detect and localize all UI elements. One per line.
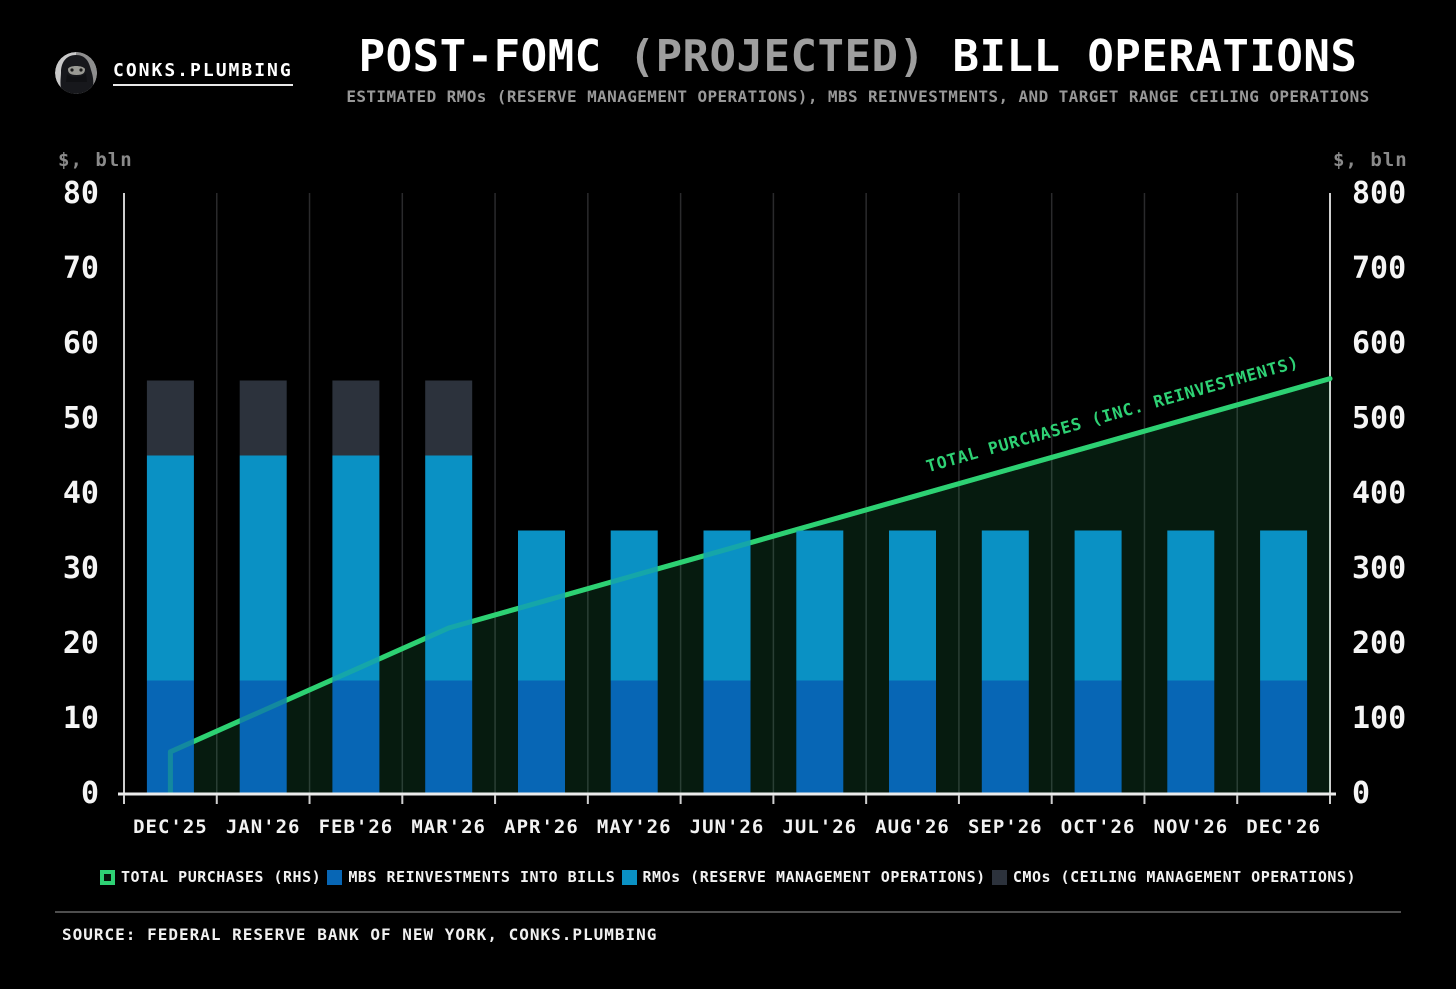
month-label: MAY'26	[597, 816, 672, 838]
bar-segment-series0	[332, 680, 380, 793]
month-label: JUN'26	[690, 816, 765, 838]
bar-segment-series1	[425, 455, 473, 681]
y-tick-label-right: 600	[1352, 326, 1406, 361]
legend-square-icon	[621, 869, 637, 885]
bar-segment-series1	[1260, 530, 1308, 681]
bar-segment-series2	[332, 380, 380, 456]
bar-segment-series1	[239, 455, 287, 681]
legend-label: MBS REINVESTMENTS INTO BILLS	[348, 868, 616, 886]
brand-link[interactable]: CONKS.PLUMBING	[113, 60, 293, 86]
bar-segment-series1	[703, 530, 751, 681]
y-tick-label-left: 0	[81, 776, 99, 811]
bar-segment-series2	[146, 380, 194, 456]
bar-segment-series0	[1260, 680, 1308, 793]
bar-segment-series0	[1074, 680, 1122, 793]
y-tick-label-left: 70	[63, 251, 99, 286]
month-label: OCT'26	[1061, 816, 1136, 838]
y-tick-label-right: 0	[1352, 776, 1370, 811]
bar-segment-series0	[889, 680, 936, 793]
month-label: MAR'26	[411, 816, 486, 838]
bar-segment-series1	[332, 455, 380, 681]
y-tick-label-left: 20	[63, 626, 99, 661]
legend-label: RMOs (RESERVE MANAGEMENT OPERATIONS)	[642, 868, 986, 886]
legend-item-cmos: CMOs (CEILING MANAGEMENT OPERATIONS)	[991, 868, 1356, 886]
bar-segment-series2	[425, 380, 473, 456]
bar-segment-series0	[425, 680, 473, 793]
bar-segment-series2	[239, 380, 287, 456]
month-label: SEP'26	[968, 816, 1043, 838]
bar-segment-series0	[1167, 680, 1215, 793]
legend-square-icon	[327, 869, 343, 885]
bar-segment-series0	[518, 680, 565, 793]
bar-segment-series0	[796, 680, 844, 793]
bar-segment-series0	[610, 680, 658, 793]
y-tick-label-left: 10	[63, 701, 99, 736]
legend-label: TOTAL PURCHASES (RHS)	[121, 868, 322, 886]
avatar	[55, 52, 97, 94]
footer-divider	[55, 911, 1401, 913]
y-tick-label-right: 800	[1352, 176, 1406, 211]
bar-segment-series1	[1074, 530, 1122, 681]
left-axis-title: $, bln	[58, 149, 133, 171]
month-label: AUG'26	[875, 816, 950, 838]
y-tick-label-right: 500	[1352, 401, 1406, 436]
bar-segment-series1	[796, 530, 844, 681]
legend-line-marker-icon	[100, 869, 115, 885]
y-tick-label-right: 200	[1352, 626, 1406, 661]
source-note: SOURCE: FEDERAL RESERVE BANK OF NEW YORK…	[62, 925, 658, 944]
y-tick-label-left: 80	[63, 176, 99, 211]
y-tick-label-right: 100	[1352, 701, 1406, 736]
page-title: POST-FOMC (PROJECTED) BILL OPERATIONS	[300, 31, 1416, 82]
bar-segment-series1	[146, 455, 194, 681]
page-subtitle: ESTIMATED RMOs (RESERVE MANAGEMENT OPERA…	[346, 87, 1370, 107]
title-right: BILL OPERATIONS	[925, 31, 1358, 82]
bar-segment-series1	[1167, 530, 1215, 681]
title-left: POST-FOMC	[358, 31, 629, 82]
month-label: FEB'26	[319, 816, 394, 838]
bar-segment-series1	[610, 530, 658, 681]
bar-segment-series0	[981, 680, 1029, 793]
bar-segment-series0	[239, 680, 287, 793]
bar-segment-series1	[889, 530, 936, 681]
total-purchases-line-overlay	[167, 376, 1333, 796]
month-label: JAN'26	[226, 816, 301, 838]
month-label: DEC'25	[133, 816, 208, 838]
legend: TOTAL PURCHASES (RHS) MBS REINVESTMENTS …	[100, 864, 1356, 890]
y-tick-label-left: 60	[63, 326, 99, 361]
right-axis-title: $, bln	[1333, 149, 1408, 171]
month-label: DEC'26	[1246, 816, 1321, 838]
y-tick-label-left: 30	[63, 551, 99, 586]
legend-item-rmos: RMOs (RESERVE MANAGEMENT OPERATIONS)	[621, 868, 986, 886]
y-tick-label-right: 400	[1352, 476, 1406, 511]
avatar-image	[55, 52, 97, 94]
legend-label: CMOs (CEILING MANAGEMENT OPERATIONS)	[1012, 868, 1356, 886]
y-tick-label-left: 50	[63, 401, 99, 436]
y-tick-label-right: 300	[1352, 551, 1406, 586]
bar-segment-series1	[518, 530, 565, 681]
y-tick-label-left: 40	[63, 476, 99, 511]
brand: CONKS.PLUMBING	[55, 52, 293, 94]
bar-segment-series1	[981, 530, 1029, 681]
month-label: APR'26	[504, 816, 579, 838]
title-block: POST-FOMC (PROJECTED) BILL OPERATIONS ES…	[300, 31, 1416, 107]
bar-segment-series0	[146, 680, 194, 793]
month-label: JUL'26	[782, 816, 857, 838]
legend-item-total-purchases: TOTAL PURCHASES (RHS)	[100, 868, 321, 886]
bar-segment-series0	[703, 680, 751, 793]
legend-item-mbs: MBS REINVESTMENTS INTO BILLS	[327, 868, 615, 886]
title-projected: (PROJECTED)	[628, 31, 926, 82]
legend-square-icon	[991, 869, 1007, 885]
month-label: NOV'26	[1154, 816, 1229, 838]
y-tick-label-right: 700	[1352, 251, 1406, 286]
